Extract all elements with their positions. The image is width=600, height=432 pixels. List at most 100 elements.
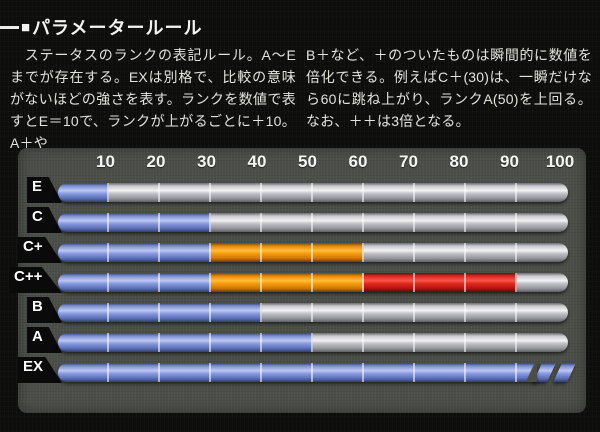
bar-segment-silver [262, 213, 313, 232]
axis-tick-label: 80 [449, 152, 469, 171]
bar-segment-silver [364, 333, 415, 352]
axis-tick-label: 20 [146, 152, 166, 171]
bar-segment-blue [160, 243, 211, 262]
bar-segment-blue [58, 363, 109, 382]
bar-segment-silver [364, 213, 415, 232]
rank-bar-b [58, 303, 568, 322]
bar-segment-silver [211, 213, 262, 232]
body-text-left-column: ステータスのランクの表記ルール。A～Eまでが存在する。EXは別格で、比較の意味が… [10, 47, 296, 151]
rank-row-c++: C++ [9, 267, 586, 293]
bar-segment-orange [211, 273, 262, 292]
bar-segment-orange [262, 243, 313, 262]
rank-label-flag: A [27, 327, 62, 353]
bar-segment-silver [517, 243, 568, 262]
bar-segment-blue [160, 303, 211, 322]
bar-segment-silver [517, 303, 568, 322]
bar-segment-silver [415, 243, 466, 262]
rank-label-flag: C+ [18, 237, 62, 263]
bar-segment-silver [517, 273, 568, 292]
rank-chart-panel: 10 20 30 40 50 60 70 80 90 100 E C C+ C++ B A EX [9, 148, 586, 413]
bar-segment-red [415, 273, 466, 292]
axis-tick-label: 10 [96, 152, 115, 171]
bar-segment-silver [364, 243, 415, 262]
bar-segment-red [466, 273, 517, 292]
rank-row-e: E [18, 177, 586, 203]
bar-segment-silver [160, 183, 211, 202]
bar-segment-silver [415, 333, 466, 352]
bar-segment-silver [517, 183, 568, 202]
bar-segment-silver [415, 303, 466, 322]
bar-segment-silver [517, 333, 568, 352]
section-header: ■ パラメータールール [0, 14, 203, 40]
bar-segment-blue [58, 243, 109, 262]
bar-segment-blue [313, 363, 364, 382]
rank-bar-a [58, 333, 568, 352]
bar-segment-blue [160, 213, 211, 232]
rank-row-b: B [18, 297, 586, 323]
bar-segment-blue [211, 303, 262, 322]
axis-tick-label: 40 [247, 152, 267, 171]
bar-segment-orange [313, 243, 364, 262]
bar-segment-blue [415, 363, 466, 382]
bar-segment-silver [466, 183, 517, 202]
page-title: パラメータールール [32, 18, 203, 38]
rank-bar-c [58, 213, 568, 232]
bar-segment-blue [58, 183, 109, 202]
bar-segment-silver [262, 183, 313, 202]
bar-segment-silver [211, 183, 262, 202]
bar-segment-blue [160, 363, 211, 382]
rank-row-a: A [18, 327, 586, 353]
rank-bar-ex [58, 363, 537, 382]
body-text-right-column: B＋など、＋のついたものは瞬間的に数値を倍化できる。例えばC＋(30)は、一瞬だ… [306, 47, 592, 129]
bar-segment-blue [466, 363, 517, 382]
title-square-marker-icon: ■ [21, 18, 31, 36]
axis-tick-label: 60 [348, 152, 368, 171]
rank-label-flag: EX [18, 357, 62, 383]
bar-segment-blue [262, 363, 313, 382]
bar-segment-silver [313, 333, 364, 352]
bar-segment-silver [313, 213, 364, 232]
bar-segment-orange [211, 243, 262, 262]
bar-segment-silver [364, 183, 415, 202]
bar-segment-silver [415, 213, 466, 232]
overflow-slash-icon [553, 363, 576, 382]
rank-bar-e [58, 183, 568, 202]
bar-segment-orange [313, 273, 364, 292]
rank-row-ex: EX [18, 357, 586, 383]
axis-tick-label: 30 [197, 152, 216, 171]
bar-segment-blue [58, 213, 109, 232]
bar-segment-blue [109, 213, 160, 232]
bar-segment-silver [313, 303, 364, 322]
bar-segment-silver [466, 303, 517, 322]
bar-segment-blue [160, 333, 211, 352]
bar-segment-silver [466, 243, 517, 262]
bar-segment-red [364, 273, 415, 292]
bar-segment-blue [109, 303, 160, 322]
bar-segment-silver [466, 213, 517, 232]
rank-row-c: C [18, 207, 586, 233]
rank-label-flag: E [27, 177, 62, 203]
bar-segment-blue [58, 273, 109, 292]
bar-segment-blue [364, 363, 415, 382]
axis-tick-label: 50 [298, 152, 317, 171]
axis-tick-label: 70 [399, 152, 418, 171]
axis-tick-label: 100 [545, 152, 575, 171]
rank-label-flag: C++ [9, 267, 62, 293]
bar-segment-blue [109, 273, 160, 292]
bar-segment-silver [109, 183, 160, 202]
axis-tick-label: 90 [500, 152, 519, 171]
rank-bar-c++ [58, 273, 568, 292]
bar-segment-blue [58, 303, 109, 322]
bar-segment-blue [109, 363, 160, 382]
bar-segment-silver [415, 183, 466, 202]
bar-segment-blue [109, 333, 160, 352]
title-leading-rule [0, 25, 19, 29]
bar-segment-blue [160, 273, 211, 292]
bar-segment-blue [211, 333, 262, 352]
bar-segment-silver [517, 213, 568, 232]
bar-segment-blue [58, 333, 109, 352]
bar-segment-silver [313, 183, 364, 202]
rank-bar-c+ [58, 243, 568, 262]
body-text: ステータスのランクの表記ルール。A～Eまでが存在する。EXは別格で、比較の意味が… [10, 44, 592, 154]
